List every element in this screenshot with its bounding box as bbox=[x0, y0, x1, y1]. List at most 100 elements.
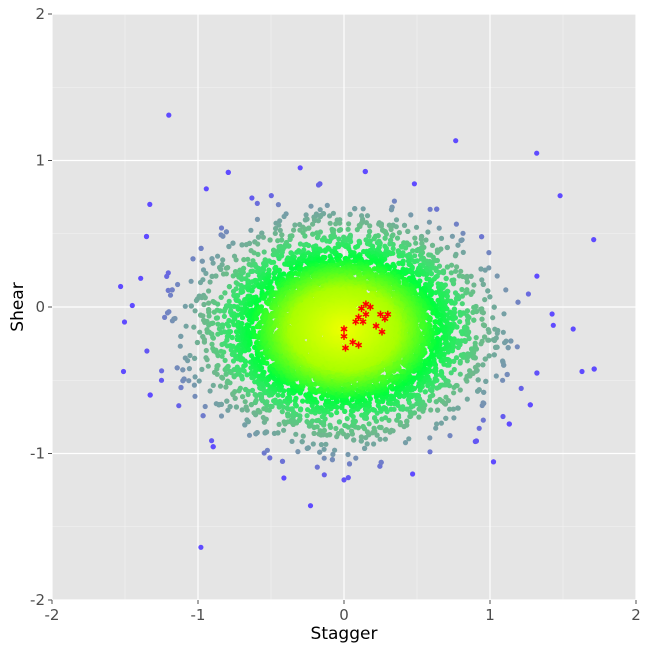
data-point bbox=[209, 438, 215, 444]
data-point bbox=[416, 414, 422, 420]
data-point bbox=[220, 233, 226, 239]
data-point bbox=[287, 236, 293, 242]
data-point bbox=[246, 432, 253, 438]
data-point bbox=[204, 357, 210, 363]
data-point bbox=[404, 418, 410, 424]
data-point bbox=[215, 321, 221, 327]
data-point bbox=[281, 271, 287, 277]
data-point bbox=[591, 237, 597, 243]
data-point bbox=[550, 322, 556, 328]
data-point bbox=[201, 337, 207, 343]
data-point bbox=[191, 382, 197, 388]
data-point bbox=[188, 278, 194, 284]
data-point bbox=[464, 313, 471, 319]
data-point bbox=[455, 405, 461, 411]
data-point bbox=[300, 398, 306, 404]
data-point bbox=[213, 273, 219, 279]
data-point bbox=[178, 384, 184, 391]
data-point bbox=[183, 323, 189, 329]
data-point bbox=[457, 319, 463, 325]
data-point bbox=[345, 475, 351, 481]
data-point bbox=[242, 399, 248, 405]
data-point bbox=[485, 337, 491, 343]
data-point bbox=[367, 228, 373, 235]
data-point bbox=[222, 290, 228, 296]
data-point bbox=[469, 346, 475, 352]
data-point bbox=[191, 324, 197, 330]
data-point bbox=[453, 221, 459, 227]
data-point bbox=[494, 273, 500, 279]
data-point bbox=[472, 364, 478, 370]
data-point bbox=[221, 313, 227, 319]
data-point bbox=[272, 270, 278, 276]
data-point bbox=[420, 399, 426, 405]
data-point bbox=[322, 254, 328, 261]
data-point bbox=[277, 218, 283, 224]
data-point bbox=[207, 388, 213, 394]
data-point bbox=[570, 326, 576, 332]
data-point bbox=[295, 449, 301, 455]
data-point bbox=[502, 340, 508, 346]
data-point bbox=[218, 401, 224, 407]
data-point bbox=[330, 451, 336, 457]
data-point bbox=[345, 226, 351, 232]
data-point bbox=[341, 477, 347, 483]
data-point bbox=[303, 212, 309, 218]
data-point bbox=[273, 225, 279, 232]
data-point bbox=[424, 276, 430, 282]
data-point bbox=[315, 218, 321, 224]
data-point bbox=[293, 395, 299, 401]
data-point bbox=[200, 313, 206, 319]
data-point bbox=[242, 422, 248, 428]
data-point bbox=[438, 369, 444, 375]
data-point bbox=[245, 272, 251, 278]
data-point bbox=[272, 397, 278, 403]
data-point bbox=[230, 358, 237, 364]
data-point bbox=[480, 281, 486, 287]
data-point bbox=[172, 315, 178, 322]
data-point bbox=[286, 243, 292, 249]
data-point bbox=[482, 297, 488, 303]
data-point bbox=[412, 253, 418, 259]
data-point bbox=[287, 395, 293, 401]
data-point bbox=[318, 405, 324, 411]
data-point bbox=[376, 424, 383, 430]
data-point bbox=[453, 138, 459, 144]
data-point bbox=[192, 374, 198, 380]
data-point bbox=[289, 406, 295, 412]
data-point bbox=[250, 268, 256, 274]
data-point bbox=[400, 404, 406, 410]
data-point bbox=[240, 394, 246, 400]
data-point bbox=[482, 267, 488, 273]
data-point bbox=[393, 224, 399, 230]
data-point bbox=[362, 406, 369, 412]
data-point bbox=[190, 256, 196, 262]
data-point bbox=[485, 327, 491, 333]
data-point bbox=[307, 503, 314, 509]
data-point bbox=[353, 455, 359, 461]
data-point bbox=[482, 334, 488, 340]
data-point bbox=[281, 427, 287, 433]
data-point bbox=[433, 425, 439, 431]
data-point bbox=[500, 329, 506, 335]
data-point bbox=[350, 408, 356, 414]
data-point bbox=[320, 432, 326, 438]
data-point bbox=[301, 247, 307, 253]
data-point bbox=[358, 438, 364, 444]
data-point bbox=[347, 211, 353, 217]
data-point bbox=[187, 352, 193, 359]
data-point bbox=[426, 219, 432, 225]
data-point bbox=[176, 403, 182, 409]
data-point bbox=[321, 455, 327, 461]
data-point bbox=[366, 233, 372, 239]
data-point bbox=[422, 358, 429, 364]
data-point bbox=[218, 294, 224, 300]
data-point bbox=[254, 200, 260, 206]
data-point bbox=[468, 291, 474, 297]
data-point bbox=[243, 404, 249, 410]
data-point bbox=[396, 230, 402, 236]
data-point bbox=[246, 347, 252, 353]
data-point bbox=[342, 422, 348, 428]
data-point bbox=[334, 409, 340, 416]
data-point bbox=[229, 334, 235, 341]
